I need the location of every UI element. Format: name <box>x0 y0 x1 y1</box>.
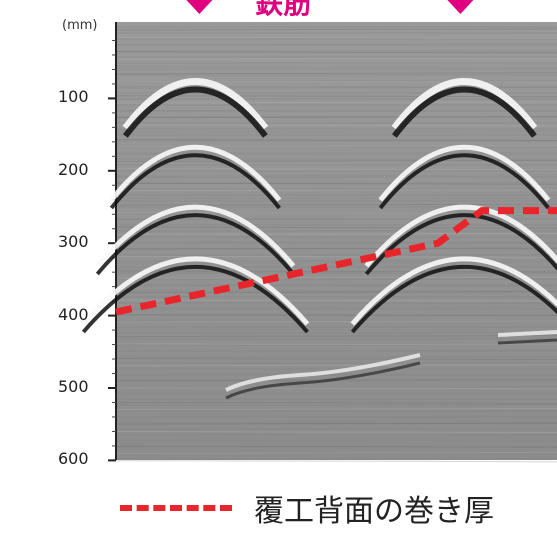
radar-band <box>115 130 557 133</box>
rebar-hyperbola-bright <box>350 256 557 326</box>
radar-band <box>115 270 557 273</box>
reflection-band <box>497 330 557 337</box>
reflection-band <box>497 338 557 345</box>
radar-band <box>115 372 557 375</box>
rebar-hyperbola-bright <box>81 256 310 326</box>
radar-band <box>115 305 557 308</box>
radar-band <box>115 197 557 200</box>
radar-band <box>115 343 557 346</box>
rebar-position-marker <box>447 0 474 14</box>
radar-band <box>115 314 557 317</box>
radar-band <box>115 139 557 141</box>
radar-band <box>115 335 557 338</box>
radar-band <box>115 451 557 454</box>
radar-band <box>115 101 557 104</box>
rebar-hyperbola-bright <box>95 204 296 268</box>
rebar-markers <box>186 0 474 14</box>
radar-band <box>115 174 557 177</box>
rebar-hyperbola-bright <box>378 144 551 202</box>
radar-band <box>115 116 557 119</box>
rebar-hyperbola-dark <box>391 86 537 138</box>
y-tick-label: 200 <box>58 159 89 179</box>
radar-band <box>115 247 557 250</box>
rebar-hyperbola-bright <box>109 144 282 202</box>
radar-band <box>115 401 557 404</box>
rebar-hyperbola-dark <box>122 86 268 138</box>
legend-label: 覆工背面の巻き厚 <box>254 494 494 529</box>
rebar-hyperbola-dark <box>81 264 309 334</box>
rebar-hyperbola-dark <box>109 153 281 210</box>
radar-band <box>115 387 557 390</box>
radar-band <box>115 285 557 287</box>
legend-swatch-dashed-line <box>120 505 232 511</box>
radar-band <box>115 358 557 360</box>
title-fragment: 鉄筋 <box>255 0 312 20</box>
radar-band <box>115 437 557 440</box>
radar-band <box>115 109 557 112</box>
rebar-position-marker <box>186 0 213 14</box>
rebar-reflections <box>81 78 557 334</box>
rebar-hyperbola-dark <box>350 264 557 334</box>
legend: 覆工背面の巻き厚 <box>120 486 494 530</box>
rebar-hyperbola-bright <box>391 78 538 131</box>
radar-band <box>115 57 557 60</box>
radar-band <box>115 393 557 396</box>
radar-band <box>115 159 557 162</box>
radar-band <box>115 51 557 54</box>
y-tick-label: 600 <box>58 449 89 469</box>
rebar-hyperbola-dark <box>95 213 295 276</box>
radar-band <box>115 408 557 411</box>
radar-band <box>115 445 557 448</box>
series-line-lining-thickness <box>115 207 557 316</box>
radar-band <box>115 255 557 258</box>
radar-band <box>115 182 557 185</box>
radar-band <box>115 124 557 127</box>
rebar-hyperbola-bright <box>364 204 557 268</box>
rebar-hyperbola-dark <box>378 153 550 210</box>
radar-band <box>115 364 557 367</box>
y-tick-label: 400 <box>58 304 89 324</box>
radar-band <box>115 232 557 235</box>
y-axis <box>108 22 117 462</box>
radar-band <box>115 72 557 75</box>
y-axis-unit: (mm) <box>62 18 98 33</box>
radar-band <box>115 168 557 171</box>
series-layer <box>115 207 557 316</box>
radar-band <box>115 241 557 244</box>
reflection-band <box>225 353 421 392</box>
y-tick-label: 500 <box>58 377 89 396</box>
radar-band <box>115 226 557 229</box>
radar-band <box>115 43 557 46</box>
rebar-hyperbola-dark <box>364 213 557 276</box>
radar-band <box>115 28 557 31</box>
radar-band <box>115 422 557 425</box>
radar-band <box>115 349 557 352</box>
radar-band <box>115 276 557 279</box>
y-tick-label: 300 <box>58 232 89 252</box>
radar-band <box>115 291 557 294</box>
radar-band <box>115 299 557 302</box>
radar-band <box>115 328 557 331</box>
radar-band <box>115 95 557 98</box>
radar-band <box>115 320 557 323</box>
radar-band <box>115 416 557 419</box>
radar-band <box>115 460 557 463</box>
y-tick-label: 100 <box>58 87 89 107</box>
radar-band <box>115 189 557 192</box>
radar-band <box>115 431 557 433</box>
radar-band <box>115 36 557 39</box>
radar-band <box>115 66 557 68</box>
rebar-hyperbola-bright <box>122 78 269 131</box>
reflection-band <box>225 361 421 400</box>
